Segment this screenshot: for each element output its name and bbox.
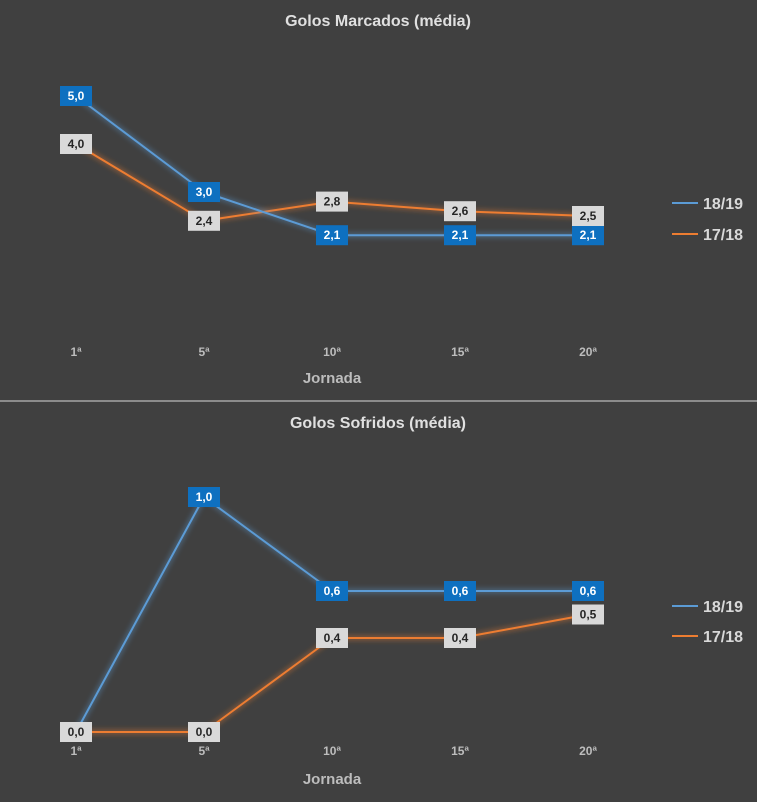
data-label-text: 3,0: [196, 185, 213, 199]
chart-golos-marcados: Golos Marcados (média) 5,0 3,0 2,1 2,1 2,1 4,…: [60, 13, 743, 387]
data-label-text: 2,1: [324, 228, 341, 242]
x-tick-label: 10ª: [323, 744, 341, 758]
data-label: 0,0: [188, 722, 220, 742]
chart-title: Golos Sofridos (média): [290, 415, 466, 432]
series-lines: [75, 95, 589, 237]
legend[interactable]: 18/19 17/18: [672, 599, 743, 646]
data-label-box: [572, 604, 604, 625]
data-label: 2,4: [188, 210, 220, 231]
data-label-box: [572, 581, 604, 601]
data-label-box: [316, 191, 348, 212]
x-tick-label: 1ª: [70, 345, 82, 359]
data-label-text: 0,0: [196, 725, 213, 739]
data-label-box: [444, 201, 476, 222]
data-label-box: [316, 581, 348, 601]
series-lines: [75, 496, 589, 733]
data-label-text: 0,4: [324, 631, 341, 645]
data-label: 2,5: [572, 206, 604, 226]
data-label-text: 0,4: [452, 631, 469, 645]
data-label-box: [60, 86, 92, 106]
data-label-box: [572, 206, 604, 226]
x-tick-label: 20ª: [579, 345, 597, 359]
x-tick-labels: 1ª 5ª 10ª 15ª 20ª: [70, 345, 597, 359]
data-label-text: 2,6: [452, 204, 469, 218]
data-label-text: 2,4: [196, 214, 213, 228]
x-tick-label: 10ª: [323, 345, 341, 359]
legend-label: 18/19: [703, 196, 743, 213]
data-label-box: [60, 134, 92, 154]
legend-item-18-19[interactable]: 18/19: [672, 599, 743, 616]
legend-item-18-19[interactable]: 18/19: [672, 196, 743, 213]
data-label-text: 2,1: [452, 228, 469, 242]
data-label-text: 0,5: [580, 608, 597, 622]
data-label-box: [444, 581, 476, 601]
data-label-text: 0,6: [452, 584, 469, 598]
x-tick-label: 5ª: [198, 345, 210, 359]
legend-label: 18/19: [703, 599, 743, 616]
data-label-box: [60, 722, 92, 742]
data-label-box: [572, 225, 604, 246]
data-label-text: 4,0: [68, 137, 85, 151]
data-label-box: [316, 628, 348, 648]
data-label-box: [444, 628, 476, 648]
chart-title: Golos Marcados (média): [285, 13, 471, 30]
data-label: 1,0: [188, 487, 220, 507]
data-label: 4,0: [60, 134, 92, 154]
legend-label: 17/18: [703, 629, 743, 646]
data-label-text: 2,8: [324, 195, 341, 209]
data-label: 2,1: [572, 225, 604, 246]
x-tick-label: 1ª: [70, 744, 82, 758]
x-axis-title: Jornada: [303, 771, 362, 788]
data-label-box: [444, 225, 476, 246]
data-label: 0,5: [572, 604, 604, 625]
data-label-box: [188, 487, 220, 507]
x-tick-label: 5ª: [198, 744, 210, 758]
data-label: 0,4: [316, 628, 348, 648]
data-label-text: 0,6: [324, 584, 341, 598]
data-label-text: 2,1: [580, 228, 597, 242]
legend-label: 17/18: [703, 227, 743, 244]
data-label: 2,6: [444, 201, 476, 222]
data-label-box: [316, 225, 348, 246]
data-label: 0,0: [60, 722, 92, 742]
x-tick-label: 15ª: [451, 744, 469, 758]
data-label: 2,1: [316, 225, 348, 246]
legend-item-17-18[interactable]: 17/18: [672, 629, 743, 646]
data-label: 2,8: [316, 191, 348, 212]
data-label: 2,1: [444, 225, 476, 246]
series-line-18-19: [75, 496, 588, 733]
x-tick-labels: 1ª 5ª 10ª 15ª 20ª: [70, 744, 597, 758]
data-label: 0,6: [316, 581, 348, 601]
legend-item-17-18[interactable]: 17/18: [672, 227, 743, 244]
data-label: 0,6: [444, 581, 476, 601]
data-label-box: [188, 182, 220, 202]
data-label-text: 0,6: [580, 584, 597, 598]
data-label-text: 0,0: [68, 725, 85, 739]
x-axis-title: Jornada: [303, 370, 362, 387]
data-label: 0,4: [444, 628, 476, 648]
data-labels: 5,0 3,0 2,1 2,1 2,1 4,0 2,4 2,8 2,6 2,5: [60, 86, 604, 246]
data-labels: 0,01,00,60,60,60,00,00,40,40,5: [60, 487, 604, 742]
chart-golos-sofridos: Golos Sofridos (média) 0,0 1,0 0,6 0,6 0,6 0,…: [60, 415, 743, 788]
legend[interactable]: 18/19 17/18: [672, 196, 743, 244]
data-label-text: 2,5: [580, 209, 597, 223]
data-label-box: [188, 722, 220, 742]
data-label: 3,0: [188, 182, 220, 202]
data-label: 5,0: [60, 86, 92, 106]
x-tick-label: 20ª: [579, 744, 597, 758]
data-label-text: 5,0: [68, 89, 85, 103]
x-tick-label: 15ª: [451, 345, 469, 359]
data-label-text: 1,0: [196, 490, 213, 504]
data-label: 0,6: [572, 581, 604, 601]
data-label-box: [188, 210, 220, 231]
series-line-18-19: [75, 95, 588, 237]
